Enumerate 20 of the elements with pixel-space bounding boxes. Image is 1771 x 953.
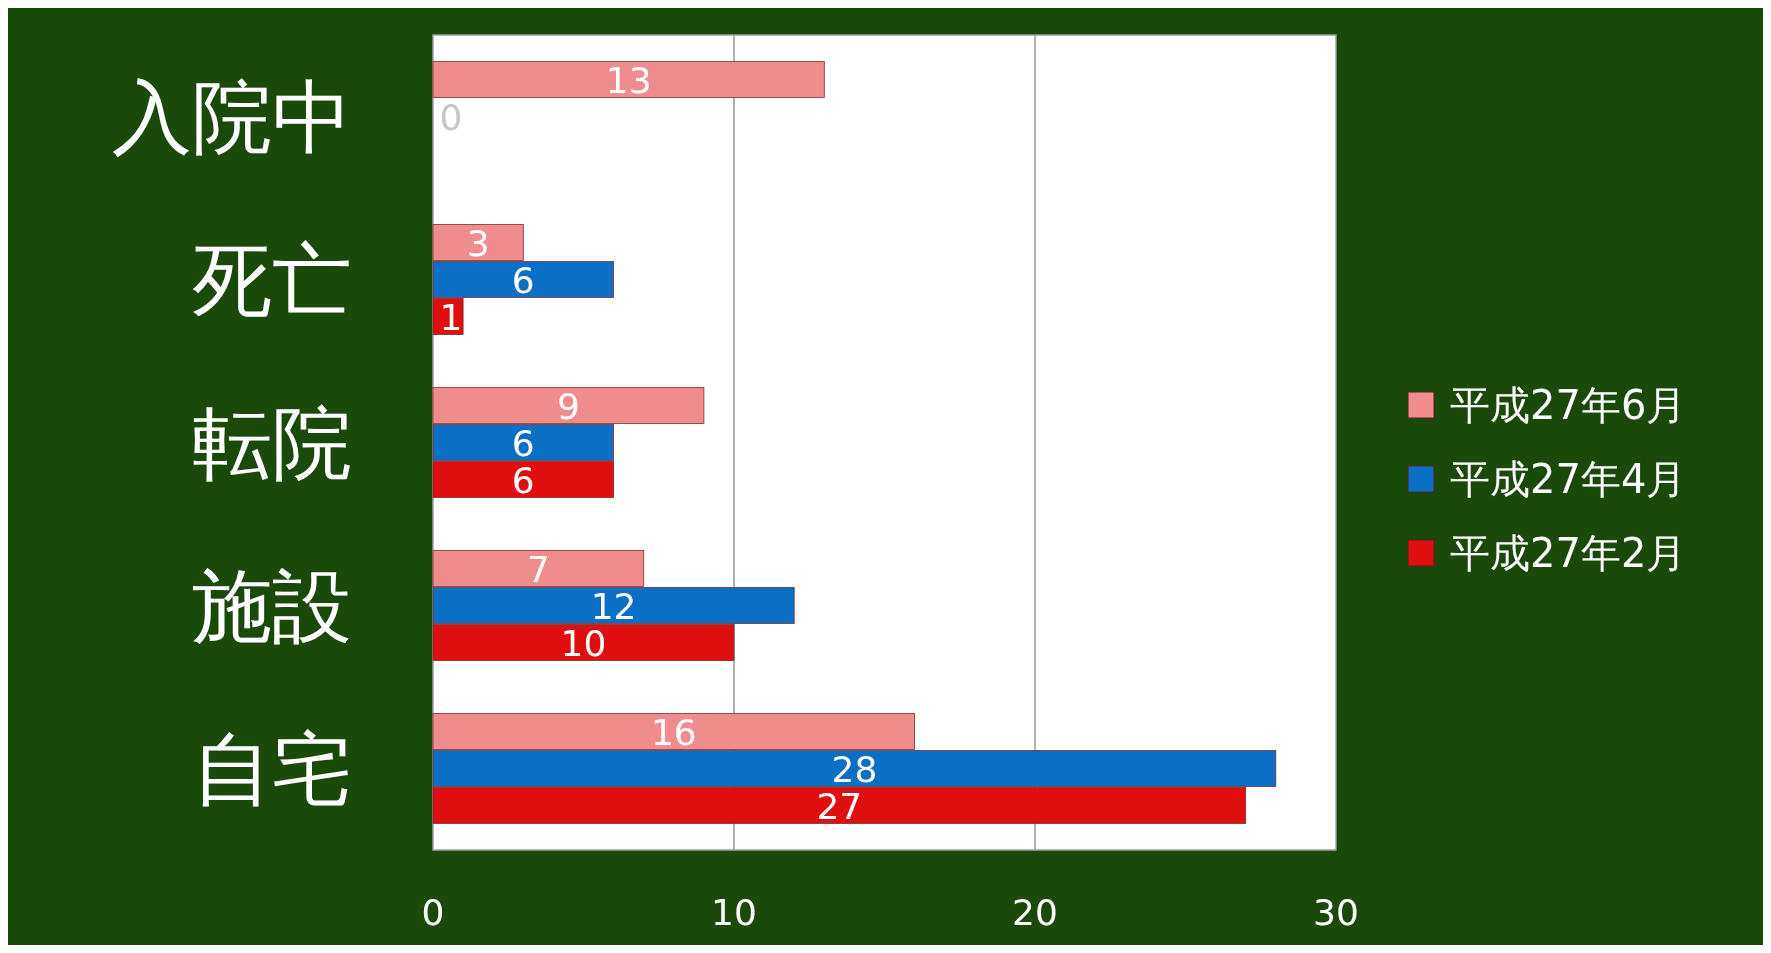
data-label: 16 [650,711,697,753]
data-label: 13 [605,59,652,101]
x-tick-label: 30 [1313,892,1359,933]
data-label: 3 [466,222,490,264]
legend-label: 平成27年4月 [1450,456,1687,502]
y-tick-label: 入院中 [112,70,352,164]
data-label: 1 [439,296,463,338]
y-tick-label: 死亡 [192,233,352,327]
y-tick-label: 転院 [192,396,352,490]
data-label: 6 [511,259,535,301]
y-tick-label: 施設 [192,559,352,653]
data-label: 9 [557,385,580,427]
legend-label: 平成27年6月 [1450,382,1687,428]
bar [432,61,825,98]
legend-label: 平成27年2月 [1450,530,1687,576]
x-tick-label: 20 [1012,892,1058,933]
x-tick-label: 10 [711,892,757,933]
y-tick-label: 自宅 [192,722,352,816]
x-tick-label: 0 [421,892,445,933]
data-label: 7 [526,548,550,590]
